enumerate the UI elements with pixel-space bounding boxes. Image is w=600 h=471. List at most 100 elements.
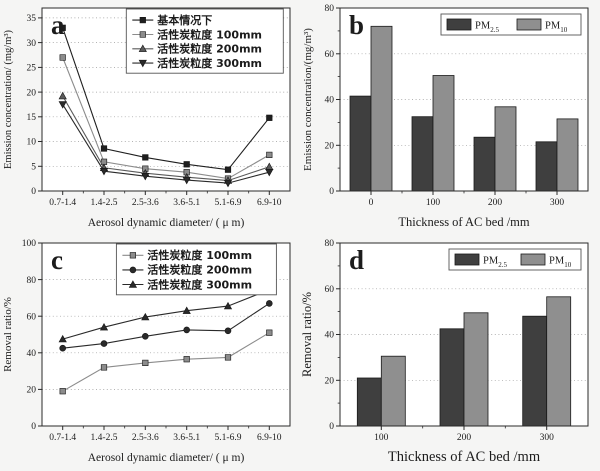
x-tick-label: 100 [374,433,389,443]
bar [370,25,393,192]
x-tick-label: 200 [488,198,503,208]
x-tick-label: 0.7-1.4 [49,433,76,443]
bar [494,106,517,192]
series-2 [58,285,274,343]
x-axis: 0.7-1.4 1.4-2.5 2.5-3.6 3.6-5.1 5.1-6.9 6.9-1… [49,426,282,443]
series-1 [380,296,572,427]
y-axis: 0 20 40 60 80 [325,4,340,197]
bar [432,75,455,192]
x-tick-label: 6.9-10 [257,433,282,443]
x-tick-label: 3.6-5.1 [173,198,200,208]
x-tick-label: 300 [540,433,555,443]
y-tick-label: 0 [329,422,334,432]
y-tick-label: 20 [325,376,335,386]
y-tick-label: 60 [27,312,37,322]
panel-letter: d [349,245,364,275]
x-axis-label: Aerosol dynamic diameter/ ( μ m) [88,452,245,464]
x-tick-label: 5.1-6.9 [215,433,242,443]
panel-letter: b [349,10,364,40]
x-tick-label: 5.1-6.9 [215,198,242,208]
y-tick-label: 5 [31,163,36,173]
bar [463,312,489,427]
y-tick-label: 60 [325,50,335,60]
x-tick-label: 3.6-5.1 [173,433,200,443]
y-tick-label: 20 [27,88,37,98]
bar [556,118,579,192]
legend: PM2.5 PM10 [440,13,582,36]
y-tick-label: 0 [31,187,36,197]
panel-c-removal-line-chart: 0 20 40 60 80 100 0.7-1.4 1.4-2.5 2.5-3.6 3.6-5.1… [0,235,300,471]
y-axis-label: Removal ratio/% [300,292,314,377]
y-tick-label: 20 [325,141,335,151]
y-tick-label: 0 [31,422,36,432]
x-tick-label: 0 [369,198,374,208]
y-axis: 0 20 40 60 80 100 [22,239,42,432]
x-tick-label: 1.4-2.5 [91,198,118,208]
bar [411,116,434,192]
series-1 [59,300,273,352]
y-axis-label: Emission concentration/ (mg/m³) [3,29,14,169]
x-tick-label: 200 [457,433,472,443]
legend-label: 活性炭粒度 100mm [157,27,262,41]
x-tick-label: 300 [550,198,565,208]
chart-b: 0 20 40 60 80 0 100 200 300 Thickness of AC bed /… [302,4,589,229]
y-axis: 0 5 10 15 20 25 30 35 [27,14,42,197]
y-tick-label: 40 [325,96,335,106]
x-tick-label: 2.5-3.6 [132,198,159,208]
y-tick-label: 25 [27,64,37,74]
bar [380,355,406,427]
bar [439,328,465,427]
y-tick-label: 80 [325,239,335,249]
series-3 [58,101,274,188]
x-axis: 0 100 200 300 [369,191,565,208]
bar [535,141,558,192]
bar [349,95,372,192]
y-tick-label: 60 [325,285,335,295]
y-tick-label: 80 [325,4,335,14]
y-tick-label: 20 [27,386,37,396]
bar [473,136,496,192]
y-axis-label: Removal ratio/% [2,297,14,372]
legend-label: 基本情况下 [156,13,212,27]
y-tick-label: 15 [27,113,37,123]
panel-d-removal-bar-chart: 0 20 40 60 80 100 200 300 Thickness of AC bed /m… [300,235,600,471]
bar [546,296,572,427]
bar [522,315,548,427]
legend-label: 活性炭粒度 200mm [157,42,262,56]
series-0 [59,329,273,395]
x-axis-label: Thickness of AC bed /mm [398,215,530,229]
x-axis: 0.7-1.4 1.4-2.5 2.5-3.6 3.6-5.1 5.1-6.9 6.9-1… [49,191,282,208]
y-tick-label: 40 [325,331,335,341]
legend-label: 活性炭粒度 200mm [147,263,252,277]
panel-b-emission-bar-chart: 0 20 40 60 80 0 100 200 300 Thickness of AC bed /… [300,0,600,235]
bar [356,377,382,427]
x-axis-label: Aerosol dynamic diameter/ ( μ m) [88,217,245,229]
series-1 [370,25,579,192]
y-tick-label: 40 [27,349,37,359]
x-tick-label: 1.4-2.5 [91,433,118,443]
chart-d: 0 20 40 60 80 100 200 300 Thickness of AC bed /m… [300,239,589,465]
y-axis: 0 20 40 60 80 [325,239,340,432]
legend: PM2.5 PM10 [448,248,582,271]
x-tick-label: 100 [426,198,441,208]
legend-label: 活性炭粒度 100mm [147,248,252,262]
chart-c: 0 20 40 60 80 100 0.7-1.4 1.4-2.5 2.5-3.6 3.6-5.1… [2,239,291,464]
y-tick-label: 35 [27,14,37,24]
x-tick-label: 0.7-1.4 [49,198,76,208]
x-axis-label: Thickness of AC bed /mm [388,449,541,465]
y-tick-label: 30 [27,39,37,49]
x-tick-label: 2.5-3.6 [132,433,159,443]
x-axis: 100 200 300 [374,426,554,443]
legend-label: 活性炭粒度 300mm [157,56,262,70]
y-tick-label: 80 [27,276,37,286]
chart-a: 0 5 10 15 20 25 30 35 0.7-1.4 1.4-2.5 2.5-3.6 3.6-5… [3,7,291,229]
x-tick-label: 6.9-10 [257,198,282,208]
y-axis-label: Emission concentration/(mg/m³) [302,28,314,171]
panel-letter: a [51,10,65,40]
y-tick-label: 100 [22,239,37,249]
panel-letter: c [51,245,63,275]
panel-a-emission-line-chart: 0 5 10 15 20 25 30 35 0.7-1.4 1.4-2.5 2.5-3.6 3.6-5… [0,0,300,235]
